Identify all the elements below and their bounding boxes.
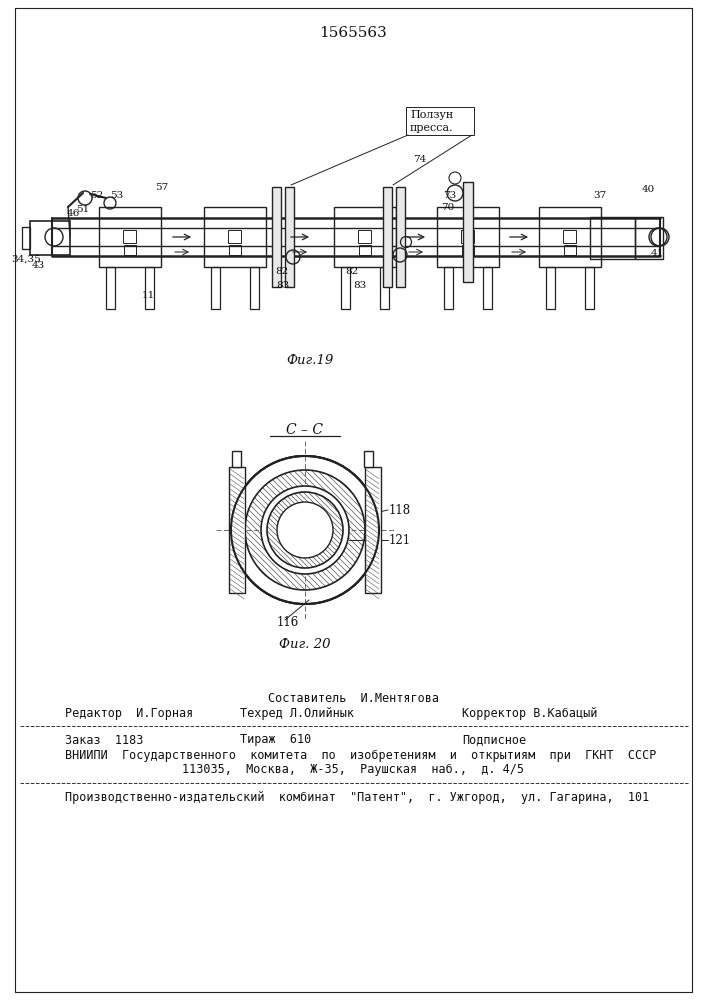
Text: Составитель  И.Ментягова: Составитель И.Ментягова: [267, 692, 438, 704]
Text: Производственно-издательский  комбинат  "Патент",  г. Ужгород,  ул. Гагарина,  1: Производственно-издательский комбинат "П…: [65, 790, 649, 804]
Text: 118: 118: [389, 504, 411, 516]
Text: C – C: C – C: [286, 423, 324, 437]
Text: 46: 46: [66, 210, 80, 219]
Bar: [364, 451, 373, 467]
Text: 53: 53: [110, 190, 124, 200]
Bar: [334, 207, 396, 267]
Text: 43: 43: [31, 260, 45, 269]
Text: 41: 41: [650, 248, 664, 257]
Bar: [463, 182, 473, 282]
Text: 121: 121: [389, 534, 411, 546]
Text: 70: 70: [441, 204, 455, 213]
Bar: [30, 221, 70, 255]
Text: 57: 57: [156, 184, 169, 192]
Bar: [406, 107, 474, 135]
Text: 82: 82: [346, 267, 358, 276]
Bar: [124, 245, 136, 255]
Bar: [635, 217, 663, 259]
Text: Тираж  610: Тираж 610: [240, 734, 311, 746]
Text: 82: 82: [275, 267, 288, 276]
Bar: [145, 267, 154, 309]
Text: 73: 73: [443, 192, 457, 200]
Bar: [461, 230, 474, 243]
Bar: [483, 267, 492, 309]
Text: Корректор В.Кабацый: Корректор В.Кабацый: [462, 708, 597, 720]
Text: 83: 83: [276, 280, 290, 290]
Bar: [106, 267, 115, 309]
Text: Техред Л.Олийнык: Техред Л.Олийнык: [240, 708, 354, 720]
Bar: [564, 245, 576, 255]
Circle shape: [231, 456, 379, 604]
Bar: [444, 267, 453, 309]
Bar: [365, 467, 381, 593]
Bar: [539, 207, 601, 267]
Bar: [396, 187, 405, 287]
Bar: [229, 245, 241, 255]
Text: Фиг. 20: Фиг. 20: [279, 639, 331, 652]
Bar: [99, 207, 161, 267]
Text: 113035,  Москва,  Ж-35,  Раушская  наб.,  д. 4/5: 113035, Москва, Ж-35, Раушская наб., д. …: [182, 764, 524, 776]
Bar: [358, 230, 371, 243]
Bar: [437, 207, 499, 267]
Text: пресса.: пресса.: [410, 123, 454, 133]
Text: Заказ  1183: Заказ 1183: [65, 734, 144, 746]
Bar: [285, 187, 294, 287]
Text: 40: 40: [641, 186, 655, 194]
Bar: [563, 230, 576, 243]
Bar: [546, 267, 555, 309]
Text: 116: 116: [277, 615, 299, 629]
Text: 34,35: 34,35: [11, 254, 41, 263]
Text: Подписное: Подписное: [462, 734, 526, 746]
Text: Редактор  И.Горная: Редактор И.Горная: [65, 708, 193, 720]
Bar: [359, 245, 371, 255]
Bar: [22, 227, 30, 249]
Bar: [341, 267, 350, 309]
Bar: [383, 187, 392, 287]
Circle shape: [261, 486, 349, 574]
Text: 83: 83: [354, 280, 367, 290]
Circle shape: [231, 456, 379, 604]
Bar: [380, 267, 389, 309]
Text: 74: 74: [414, 155, 426, 164]
Bar: [229, 467, 245, 593]
Text: ВНИИПИ  Государственного  комитета  по  изобретениям  и  открытиям  при  ГКНТ  С: ВНИИПИ Государственного комитета по изоб…: [65, 750, 656, 762]
Text: 37: 37: [593, 190, 607, 200]
Text: 11: 11: [141, 290, 155, 300]
Bar: [204, 207, 266, 267]
Circle shape: [277, 502, 333, 558]
Bar: [211, 267, 220, 309]
Bar: [462, 245, 474, 255]
Text: 1565563: 1565563: [319, 26, 387, 40]
Bar: [232, 451, 241, 467]
Text: 52: 52: [90, 190, 104, 200]
Bar: [590, 217, 635, 259]
Bar: [228, 230, 241, 243]
Bar: [250, 267, 259, 309]
Bar: [585, 267, 594, 309]
Text: Фиг.19: Фиг.19: [286, 354, 334, 366]
Bar: [123, 230, 136, 243]
Text: Ползун: Ползун: [410, 110, 453, 120]
Bar: [272, 187, 281, 287]
Text: 51: 51: [76, 205, 90, 214]
